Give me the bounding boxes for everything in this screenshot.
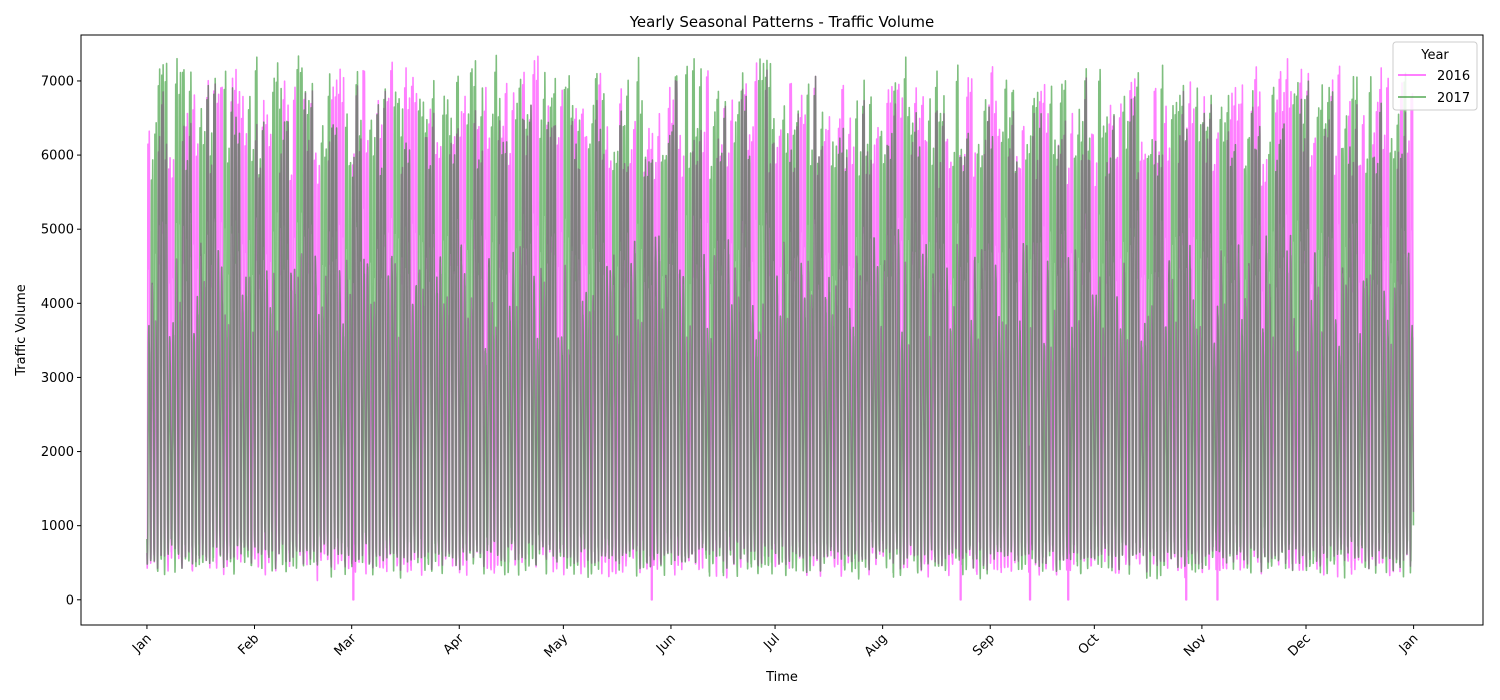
x-tick-label: Mar [332, 631, 360, 659]
x-tick-label: Nov [1181, 631, 1210, 660]
x-tick-label: Jan [1396, 631, 1421, 656]
x-tick-label: Aug [862, 631, 891, 660]
legend-label-2016: 2016 [1437, 69, 1470, 84]
x-axis: Jan Feb Mar Apr May Jun Jul Aug Sep Oct Nov Dec Jan [129, 625, 1421, 661]
x-tick-label: Dec [1285, 631, 1313, 659]
x-tick-label: May [542, 631, 572, 661]
y-tick-label: 0 [66, 593, 74, 608]
y-tick-label: 4000 [41, 297, 74, 312]
y-axis: 0 1000 2000 3000 4000 5000 6000 7000 [41, 74, 81, 608]
legend-label-2017: 2017 [1437, 91, 1470, 106]
legend-box [1392, 41, 1478, 111]
series-line-2017 [146, 54, 1415, 580]
x-tick-label: Jun [653, 631, 679, 657]
x-tick-label: Jan [129, 631, 154, 656]
y-tick-label: 2000 [41, 445, 74, 460]
y-tick-label: 6000 [41, 149, 74, 164]
chart-title: Yearly Seasonal Patterns - Traffic Volum… [629, 13, 935, 31]
plot-area [80, 34, 1484, 626]
y-tick-label: 3000 [41, 371, 74, 386]
legend-title: Year [1420, 48, 1449, 63]
x-tick-label: Jul [760, 631, 782, 653]
x-axis-label: Time [765, 670, 798, 685]
x-tick-label: Sep [970, 631, 998, 659]
x-tick-label: Feb [235, 631, 262, 658]
y-tick-label: 1000 [41, 519, 74, 534]
y-axis-label: Traffic Volume [14, 284, 29, 377]
x-tick-label: Oct [1076, 631, 1103, 658]
x-tick-label: Apr [441, 631, 468, 658]
legend: Year 2016 2017 [1392, 41, 1478, 111]
y-tick-label: 5000 [41, 223, 74, 238]
y-tick-label: 7000 [41, 74, 74, 89]
series-layer [146, 54, 1415, 601]
